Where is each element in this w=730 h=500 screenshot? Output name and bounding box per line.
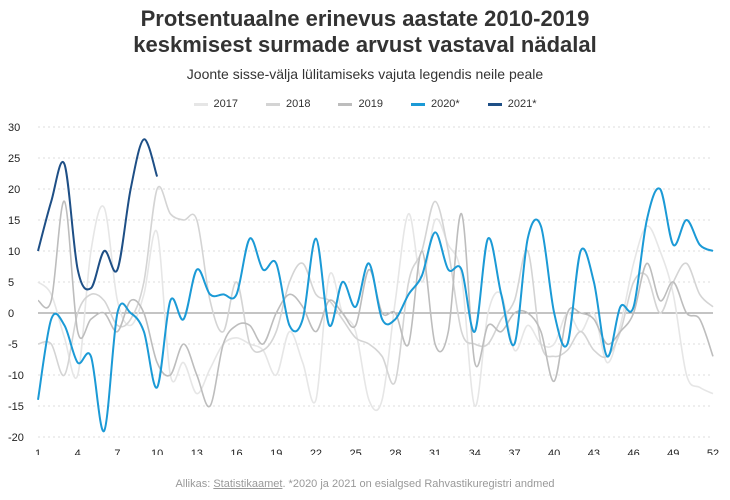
x-tick-label-10: 10 xyxy=(151,448,163,455)
legend-swatch-2018 xyxy=(265,102,280,106)
source-prefix: Allikas: xyxy=(175,478,214,490)
legend-label-2017: 2017 xyxy=(213,98,238,110)
x-tick-label-25: 25 xyxy=(350,448,362,455)
x-tick-label-22: 22 xyxy=(310,448,322,455)
x-tick-label-28: 28 xyxy=(389,448,401,455)
legend: 2017 2018 2019 2020* 2021* xyxy=(0,98,730,110)
legend-swatch-2017 xyxy=(193,102,208,106)
series-line-2017 xyxy=(37,205,714,412)
legend-swatch-2021 xyxy=(487,102,502,106)
y-tick-label-0: 0 xyxy=(8,308,14,320)
x-tick-label-43: 43 xyxy=(588,448,600,455)
x-tick-label-31: 31 xyxy=(429,448,441,455)
x-tick-label-4: 4 xyxy=(75,448,81,455)
x-tick-label-52: 52 xyxy=(707,448,719,455)
y-tick-label--20: -20 xyxy=(8,432,24,444)
x-tick-label-49: 49 xyxy=(667,448,679,455)
x-tick-label-13: 13 xyxy=(191,448,203,455)
x-tick-label-16: 16 xyxy=(230,448,242,455)
series-line-2018 xyxy=(37,185,714,385)
chart-title-line2: keskmisest surmade arvust vastaval nädal… xyxy=(133,32,597,57)
y-tick-label-5: 5 xyxy=(8,277,14,289)
series-line-2019 xyxy=(37,200,714,408)
x-tick-label-34: 34 xyxy=(469,448,481,455)
legend-swatch-2020 xyxy=(410,102,425,106)
x-tick-label-37: 37 xyxy=(508,448,520,455)
y-tick-label--5: -5 xyxy=(8,339,18,351)
y-tick-label-20: 20 xyxy=(8,184,20,196)
legend-label-2019: 2019 xyxy=(358,98,383,110)
chart-title: Protsentuaalne erinevus aastate 2010-201… xyxy=(0,6,730,58)
legend-item-2017[interactable]: 2017 xyxy=(193,98,238,110)
legend-item-2019[interactable]: 2019 xyxy=(338,98,383,110)
legend-label-2018: 2018 xyxy=(285,98,311,110)
y-tick-label-30: 30 xyxy=(8,122,20,134)
x-tick-label-40: 40 xyxy=(548,448,560,455)
source-suffix: . *2020 ja 2021 on esialgsed Rahvastikur… xyxy=(282,478,555,490)
x-tick-label-1: 1 xyxy=(35,448,41,455)
source-link[interactable]: Statistikaamet xyxy=(213,478,283,490)
chart-subtitle: Joonte sisse-välja lülitamiseks vajuta l… xyxy=(186,66,544,82)
legend-label-2021: 2021* xyxy=(507,98,537,110)
legend-item-2021[interactable]: 2021* xyxy=(487,98,537,110)
y-tick-label-25: 25 xyxy=(8,153,20,165)
x-tick-label-19: 19 xyxy=(270,448,282,455)
legend-item-2018[interactable]: 2018 xyxy=(265,98,311,110)
y-tick-label-10: 10 xyxy=(8,246,20,258)
legend-item-2020[interactable]: 2020* xyxy=(410,98,460,110)
legend-swatch-2019 xyxy=(338,102,353,106)
chart-title-line1: Protsentuaalne erinevus aastate 2010-201… xyxy=(140,6,590,31)
series-line-2021 xyxy=(37,138,159,291)
legend-label-2020: 2020* xyxy=(430,98,460,110)
x-tick-label-46: 46 xyxy=(627,448,639,455)
y-tick-label--10: -10 xyxy=(8,370,24,382)
series-line-2020 xyxy=(37,187,714,432)
line-chart: -20 -15 -10 -5 0 5 10 15 20 25 30 1 4 7 10 13 16 19 22 25 28… xyxy=(8,122,719,455)
y-tick-label--15: -15 xyxy=(8,401,24,413)
x-tick-label-7: 7 xyxy=(114,448,120,455)
y-tick-label-15: 15 xyxy=(8,215,20,227)
source-note: Allikas: Statistikaamet. *2020 ja 2021 o… xyxy=(0,478,730,490)
